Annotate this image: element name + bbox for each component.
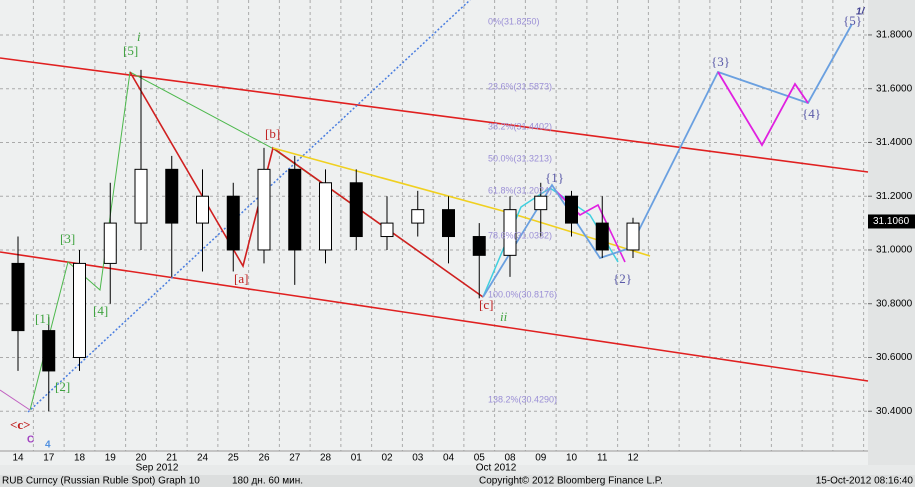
fib-label: 50.0%(31.3213) (488, 153, 552, 163)
candle-body (503, 209, 517, 256)
candle-body (226, 195, 240, 251)
x-tick-label: 27 (289, 453, 301, 464)
x-tick-label: 24 (197, 453, 209, 464)
channel-lower (0, 251, 869, 382)
footer-text: 15-Oct-2012 08:16:40 (816, 476, 914, 487)
x-tick-label: 21 (166, 453, 178, 464)
candle-body (42, 330, 56, 372)
wave-label: {4} (802, 106, 821, 121)
x-tick-label: 19 (105, 453, 117, 464)
x-tick-label: 26 (258, 453, 270, 464)
candle-body (103, 222, 117, 264)
wave-label: [1] (35, 311, 50, 326)
footer-text: 180 дн. 60 мин. (232, 476, 303, 487)
y-tick-label: 31.4000 (876, 137, 913, 148)
x-tick-label: 11 (597, 453, 608, 464)
y-tick-label: 31.8000 (876, 30, 913, 41)
x-tick-label: 14 (12, 453, 24, 464)
fib-label: 0%(31.8250) (488, 16, 540, 26)
footer-text: RUB Curncy (Russian Ruble Spot) Graph 10 (2, 476, 200, 487)
wave-label: {1} (545, 170, 564, 185)
fib-label: 61.8%(31.2024) (488, 185, 552, 195)
trend-dotted (27, 0, 471, 413)
candle-body (472, 236, 486, 256)
plot-area (0, 0, 868, 465)
last-price-box (868, 214, 915, 229)
wave-label: [3] (60, 231, 75, 246)
y-tick-label: 31.6000 (876, 83, 913, 94)
candle-body (134, 168, 148, 224)
y-tick-label: 30.6000 (876, 352, 913, 363)
x-tick-label: 18 (74, 453, 86, 464)
wave-label: <c> (10, 417, 31, 432)
candle-body (349, 182, 363, 238)
candle-body (257, 168, 271, 251)
wave-label: 1/ (856, 7, 866, 18)
candle-body (319, 182, 332, 251)
candle-body (442, 209, 455, 238)
candle-body (595, 222, 609, 251)
candle-body (626, 222, 640, 251)
wave-label: 4 (45, 440, 51, 451)
x-tick-label: 10 (566, 453, 578, 464)
grid (0, 0, 868, 451)
fib-label: 138.2%(30.4290) (488, 394, 557, 404)
fib-labels: 0%(31.8250) 23.6%(31.5873) 38.2%(31.4402… (488, 16, 557, 404)
candle-body (165, 168, 179, 224)
candle-body (380, 222, 394, 238)
footer-bar (0, 475, 915, 487)
candle-body (288, 168, 302, 251)
x-tick-label: 04 (443, 453, 455, 464)
candle-body (565, 195, 578, 224)
wave-label: ii (500, 309, 508, 324)
x-tick-label: 09 (535, 453, 547, 464)
wave-label: {3} (711, 54, 730, 69)
wave-label: [a] (234, 271, 248, 286)
wave-label: i (137, 29, 141, 44)
month-label: Oct 2012 (476, 463, 517, 474)
candle-body (411, 209, 425, 224)
y-tick-label: 31.0000 (876, 245, 913, 256)
x-tick-label: 03 (412, 453, 424, 464)
wave-projection-alt (717, 71, 809, 147)
wave-label: [b] (265, 126, 280, 141)
x-tick-label: 01 (351, 453, 363, 464)
month-label: Sep 2012 (136, 463, 179, 474)
candle-body (534, 195, 548, 211)
footer-text: Copyright© 2012 Bloomberg Finance L.P. (479, 476, 663, 487)
y-tick-label: 31.2000 (876, 191, 913, 202)
wave-label: [4] (93, 303, 108, 318)
candles (11, 69, 640, 412)
x-tick-label: 28 (320, 453, 332, 464)
y-tick-label: 30.8000 (876, 298, 913, 309)
fib-label: 100.0%(30.8176) (488, 289, 557, 299)
wave-label: {5} (843, 13, 862, 28)
x-tick-label: 20 (135, 453, 147, 464)
candle-body (73, 262, 86, 358)
fib-label: 78.6%(31.0332) (488, 230, 552, 240)
wave-prior (0, 389, 31, 411)
channel-upper (0, 57, 869, 173)
wave-label: [c] (479, 297, 493, 312)
x-tick-label: 08 (504, 453, 516, 464)
wave-label: [2] (55, 379, 70, 394)
last-price-label: 31.1060 (873, 216, 910, 227)
y-tick-label: 30.4000 (876, 406, 913, 417)
fib-label: 38.2%(31.4402) (488, 121, 552, 131)
candle-body (11, 262, 25, 332)
wave-label: {2} (613, 271, 632, 286)
wave-labels: [5] i [3] [1] [4] [2] [b] [a] [c] ii <c>… (10, 7, 866, 451)
x-tick-label: 17 (43, 453, 55, 464)
candle-body (196, 195, 209, 224)
x-tick-label: 25 (228, 453, 240, 464)
wave-label: C (27, 435, 34, 446)
fib-label: 23.6%(31.5873) (488, 81, 552, 91)
x-tick-label: 05 (474, 453, 486, 464)
y-axis-area (868, 0, 915, 465)
x-tick-label: 02 (381, 453, 393, 464)
wave-label: [5] (123, 43, 138, 58)
x-tick-label: 12 (627, 453, 639, 464)
